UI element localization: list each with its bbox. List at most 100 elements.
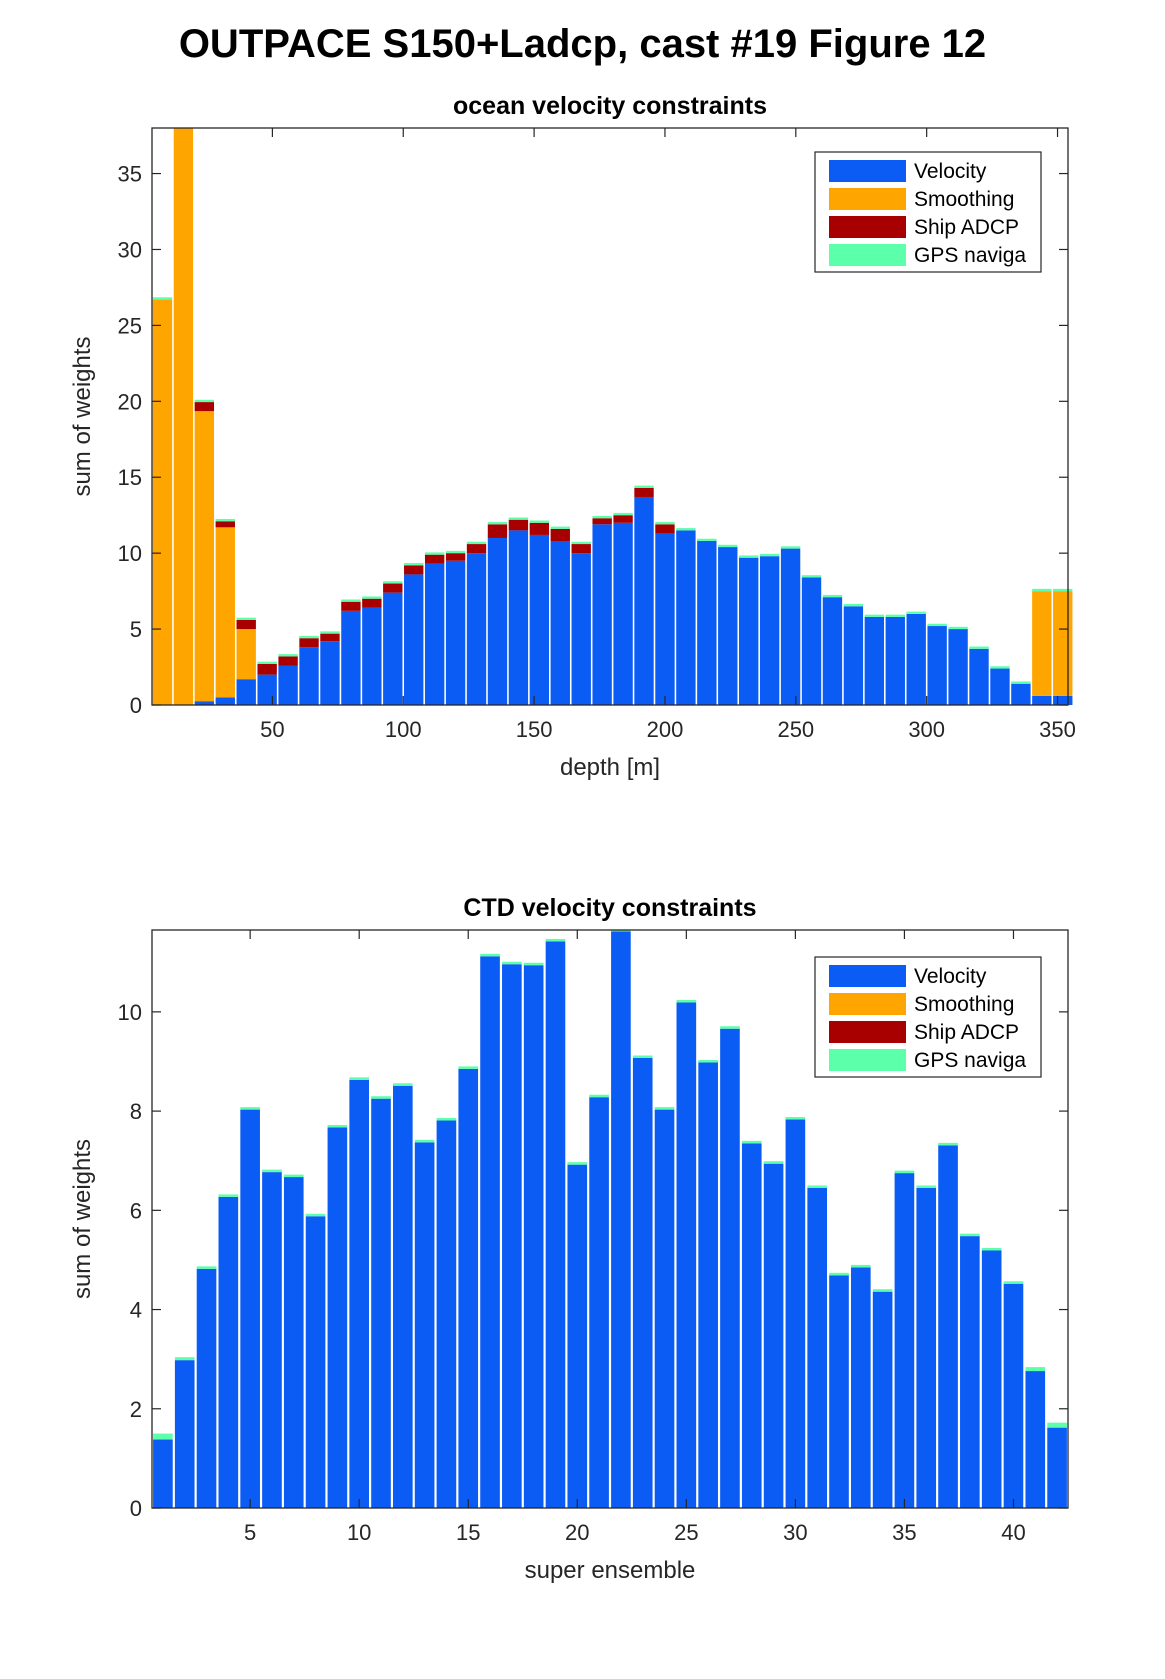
bar-velocity [676,530,696,705]
bar-gps-naviga [655,522,675,525]
y-tick-label: 6 [130,1198,142,1223]
bar-gps-naviga [196,1266,217,1269]
bar-gps-naviga [948,626,968,630]
bar-velocity [218,1196,239,1508]
bar-gps-naviga [523,962,544,966]
legend-label: GPS naviga [914,1049,1026,1072]
x-tick-label: 100 [385,717,422,742]
bar-ship-adcp [571,544,591,554]
bar-velocity [851,1267,871,1508]
bar-gps-naviga [194,399,215,403]
y-tick-label: 25 [118,313,142,338]
legend-swatch [829,1021,906,1043]
x-tick-label: 150 [516,717,553,742]
bar-velocity [393,1085,413,1508]
bar-ship-adcp [299,638,319,648]
bar-gps-naviga [305,1213,326,1217]
bar-gps-naviga [545,938,566,942]
bar-ship-adcp [404,565,424,575]
bar-velocity [843,606,864,705]
y-axis-label: sum of weights [69,336,96,496]
y-axis-label: sum of weights [69,1139,96,1299]
bar-smoothing [152,299,173,705]
bar-velocity [864,616,885,705]
bar-velocity [529,534,550,705]
bar-velocity [487,537,508,705]
bar-velocity [894,1173,915,1508]
bar-smoothing [173,128,194,705]
bar-gps-naviga [436,1118,457,1121]
bar-gps-naviga [508,517,529,520]
x-tick-label: 25 [674,1520,698,1545]
bar-gps-naviga [466,541,487,545]
legend-swatch [829,216,906,238]
y-tick-label: 0 [130,693,142,718]
bar-gps-naviga [1053,588,1073,592]
bar-gps-naviga [299,635,319,639]
x-tick-label: 5 [244,1520,256,1545]
chart-panel-2: 5 10 15 20 25 30 35 40 0 2 4 6 8 10 CTD velocity const… [69,894,1069,1584]
bar-velocity [1025,1371,1046,1508]
bar-gps-naviga [632,1055,653,1058]
bar-gps-naviga [969,646,989,649]
bar-velocity [283,1177,304,1508]
axes-box [151,127,1069,706]
bar-gps-naviga [801,575,822,578]
bar-velocity [981,1250,1002,1508]
bar-gps-naviga [763,1161,784,1164]
bar-gps-naviga [341,599,361,602]
legend-swatch [829,965,906,987]
bar-gps-naviga [174,1357,195,1361]
y-tick-label: 30 [118,237,142,262]
bar-gps-naviga [445,550,466,554]
bar-velocity [320,641,340,705]
bar-velocity [969,648,989,705]
bar-ship-adcp [487,524,508,538]
bar-gps-naviga [424,552,445,555]
bar-velocity [153,1439,173,1508]
bar-gps-naviga [236,617,256,620]
bar-gps-naviga [990,666,1010,669]
bar-velocity [807,1187,828,1508]
bar-velocity [571,553,591,705]
bar-gps-naviga [383,581,403,584]
bar-smoothing [1032,591,1052,696]
bar-velocity [885,616,905,705]
bar-gps-naviga [864,614,885,617]
bar-velocity [990,668,1010,705]
legend-label: Smoothing [914,188,1014,211]
bar-smoothing [194,411,215,702]
bar-velocity [634,496,654,705]
bar-gps-naviga [720,1026,740,1029]
x-tick-label: 250 [777,717,814,742]
legend-label: Velocity [914,160,987,183]
bar-velocity [196,1268,217,1508]
bar-velocity [698,1062,718,1508]
bar-gps-naviga [153,1433,173,1440]
bar-velocity [1011,683,1031,705]
bar-smoothing [215,527,235,698]
bar-gps-naviga [550,526,570,529]
bar-velocity [502,964,522,1508]
bar-gps-naviga [458,1066,479,1069]
bar-gps-naviga [571,541,591,545]
bar-gps-naviga [780,546,801,549]
legend-swatch [829,244,906,266]
bar-gps-naviga [676,999,697,1003]
bar-velocity [785,1119,806,1508]
bar-gps-naviga [215,518,235,522]
legend-label: Ship ADCP [914,216,1019,239]
x-tick-label: 50 [260,717,284,742]
legend-swatch [829,188,906,210]
axes-box [151,929,1069,1509]
bar-gps-naviga [843,604,864,607]
bar-ship-adcp [341,601,361,611]
y-tick-label: 15 [118,465,142,490]
bar-gps-naviga [529,520,550,523]
bar-velocity [466,553,487,705]
bar-velocity [654,1109,675,1508]
bar-ship-adcp [320,633,340,642]
bar-velocity [327,1127,348,1508]
bar-gps-naviga [851,1264,871,1268]
x-tick-label: 300 [908,717,945,742]
